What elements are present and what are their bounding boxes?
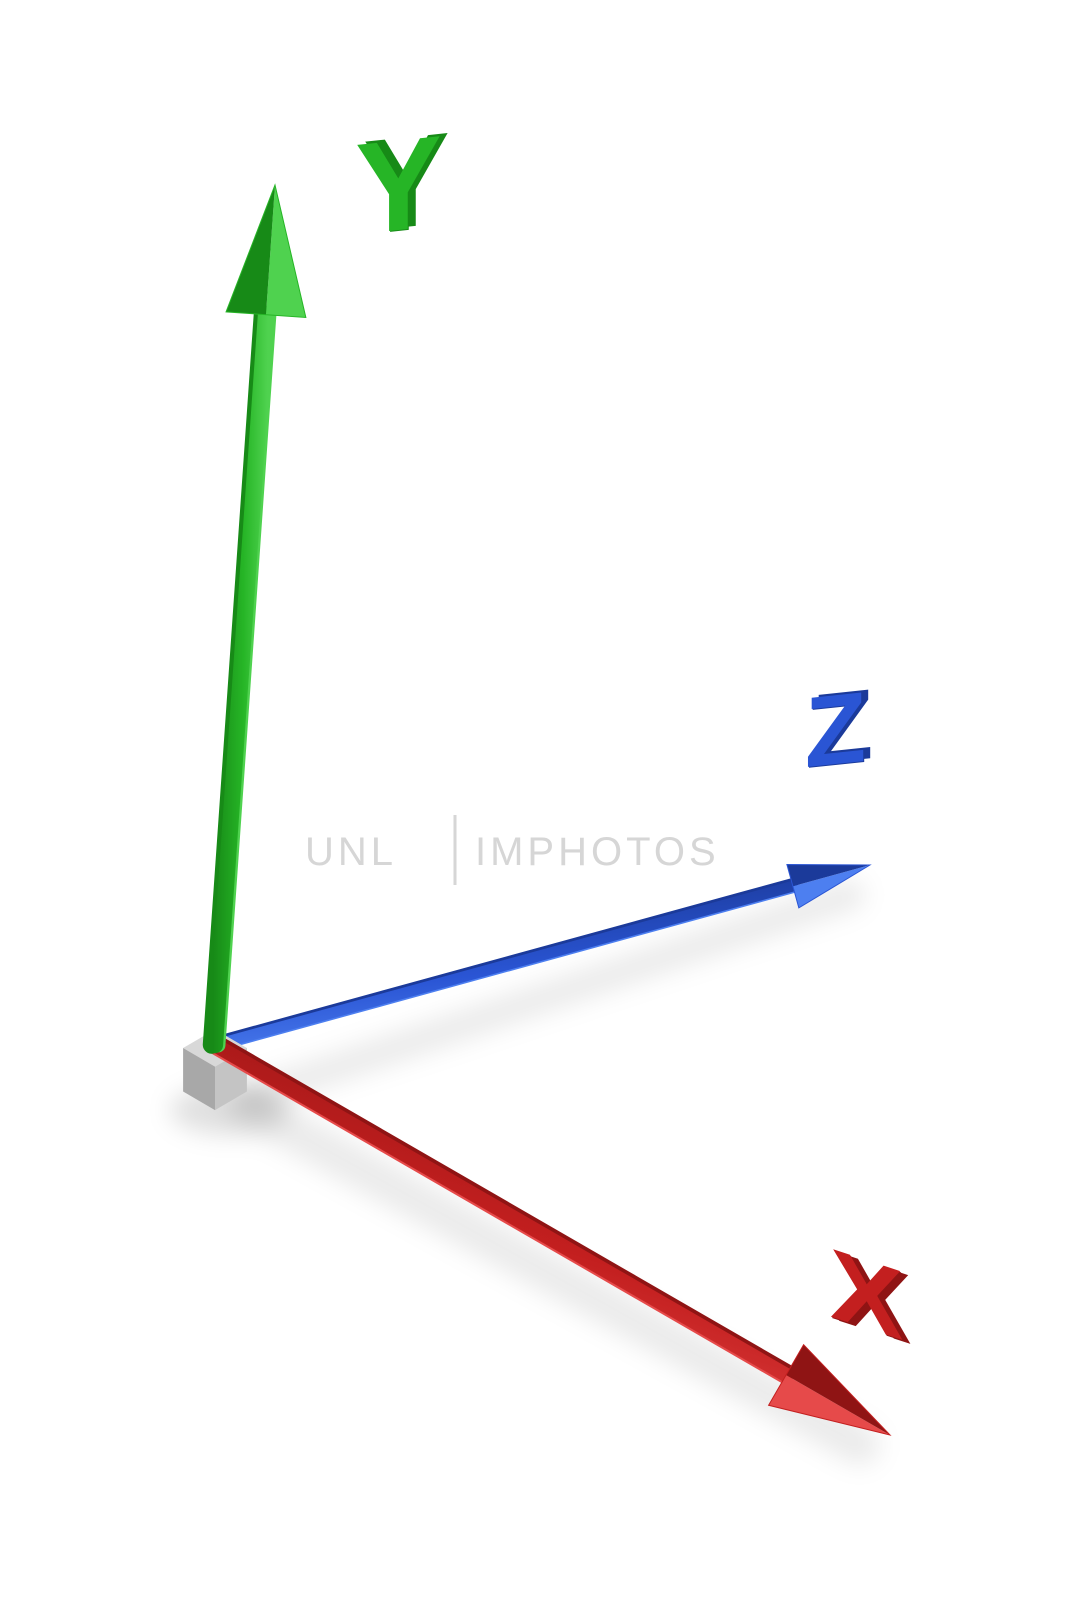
- z-axis: [214, 865, 870, 1048]
- x-axis-label: X: [830, 1234, 903, 1357]
- y-axis: [212, 185, 306, 1045]
- z-axis-label: Z: [805, 677, 866, 783]
- x-axis: [214, 1043, 890, 1435]
- y-axis-label: Y: [355, 115, 442, 254]
- watermark-right: IMPHOTOS: [475, 830, 720, 875]
- watermark-left: UNL: [305, 830, 397, 875]
